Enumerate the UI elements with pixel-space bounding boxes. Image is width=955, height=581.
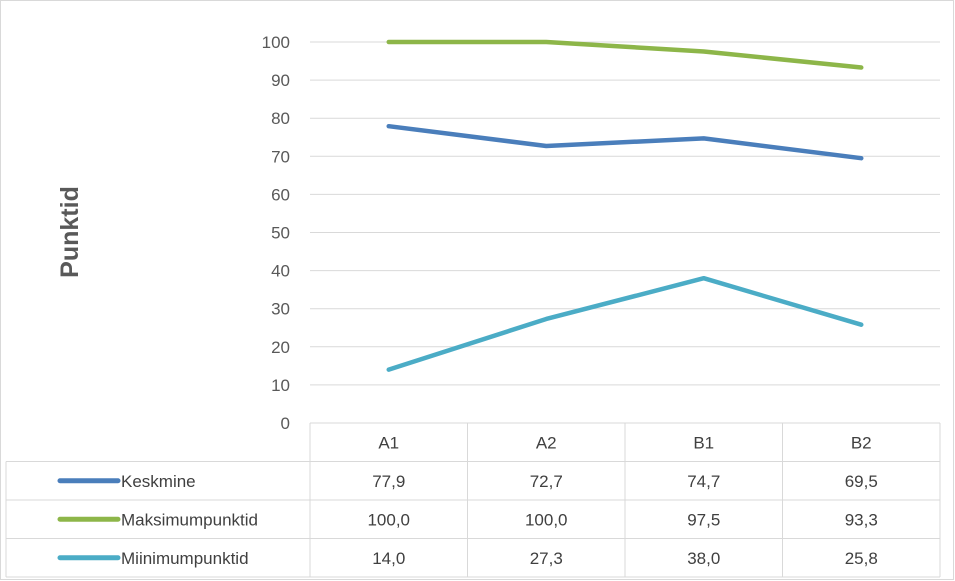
x-tick-label: A2: [536, 433, 557, 452]
legend-label: Maksimumpunktid: [121, 510, 258, 529]
data-table-value: 25,8: [845, 549, 878, 568]
data-table-value: 77,9: [372, 472, 405, 491]
series-line: [386, 123, 864, 161]
data-table-value: 100,0: [525, 510, 568, 529]
x-tick-label: A1: [378, 433, 399, 452]
y-tick-label: 50: [271, 224, 290, 243]
x-tick-label: B1: [693, 433, 714, 452]
data-table-value: 74,7: [687, 472, 720, 491]
y-tick-label: 0: [281, 414, 290, 433]
y-tick-label: 60: [271, 185, 290, 204]
y-tick-label: 10: [271, 376, 290, 395]
y-tick-label: 100: [262, 33, 290, 52]
series-line: [386, 275, 864, 372]
legend-label: Keskmine: [121, 472, 196, 491]
data-table-value: 100,0: [367, 510, 410, 529]
series-lines: [386, 39, 864, 372]
y-tick-label: 80: [271, 109, 290, 128]
y-axis-title: Punktid: [56, 186, 84, 278]
y-tick-label: 90: [271, 71, 290, 90]
data-table-value: 38,0: [687, 549, 720, 568]
series-line: [386, 39, 864, 70]
y-tick-label: 40: [271, 262, 290, 281]
data-table: A1 A2 B1 B2 Keskmine 77,9 72,7 74,7 69,5 Maksimum…: [5, 423, 941, 578]
y-tick-label: 20: [271, 338, 290, 357]
data-table-value: 14,0: [372, 549, 405, 568]
y-tick-labels: 0 10 20 30 40 50 60 70 80 90 100: [262, 33, 290, 433]
legend-label: Miinimumpunktid: [121, 549, 249, 568]
data-table-value: 27,3: [530, 549, 563, 568]
y-tick-label: 30: [271, 300, 290, 319]
x-tick-label: B2: [851, 433, 872, 452]
y-tick-label: 70: [271, 147, 290, 166]
data-table-value: 69,5: [845, 472, 878, 491]
data-table-value: 72,7: [530, 472, 563, 491]
data-table-value: 97,5: [687, 510, 720, 529]
data-table-value: 93,3: [845, 510, 878, 529]
